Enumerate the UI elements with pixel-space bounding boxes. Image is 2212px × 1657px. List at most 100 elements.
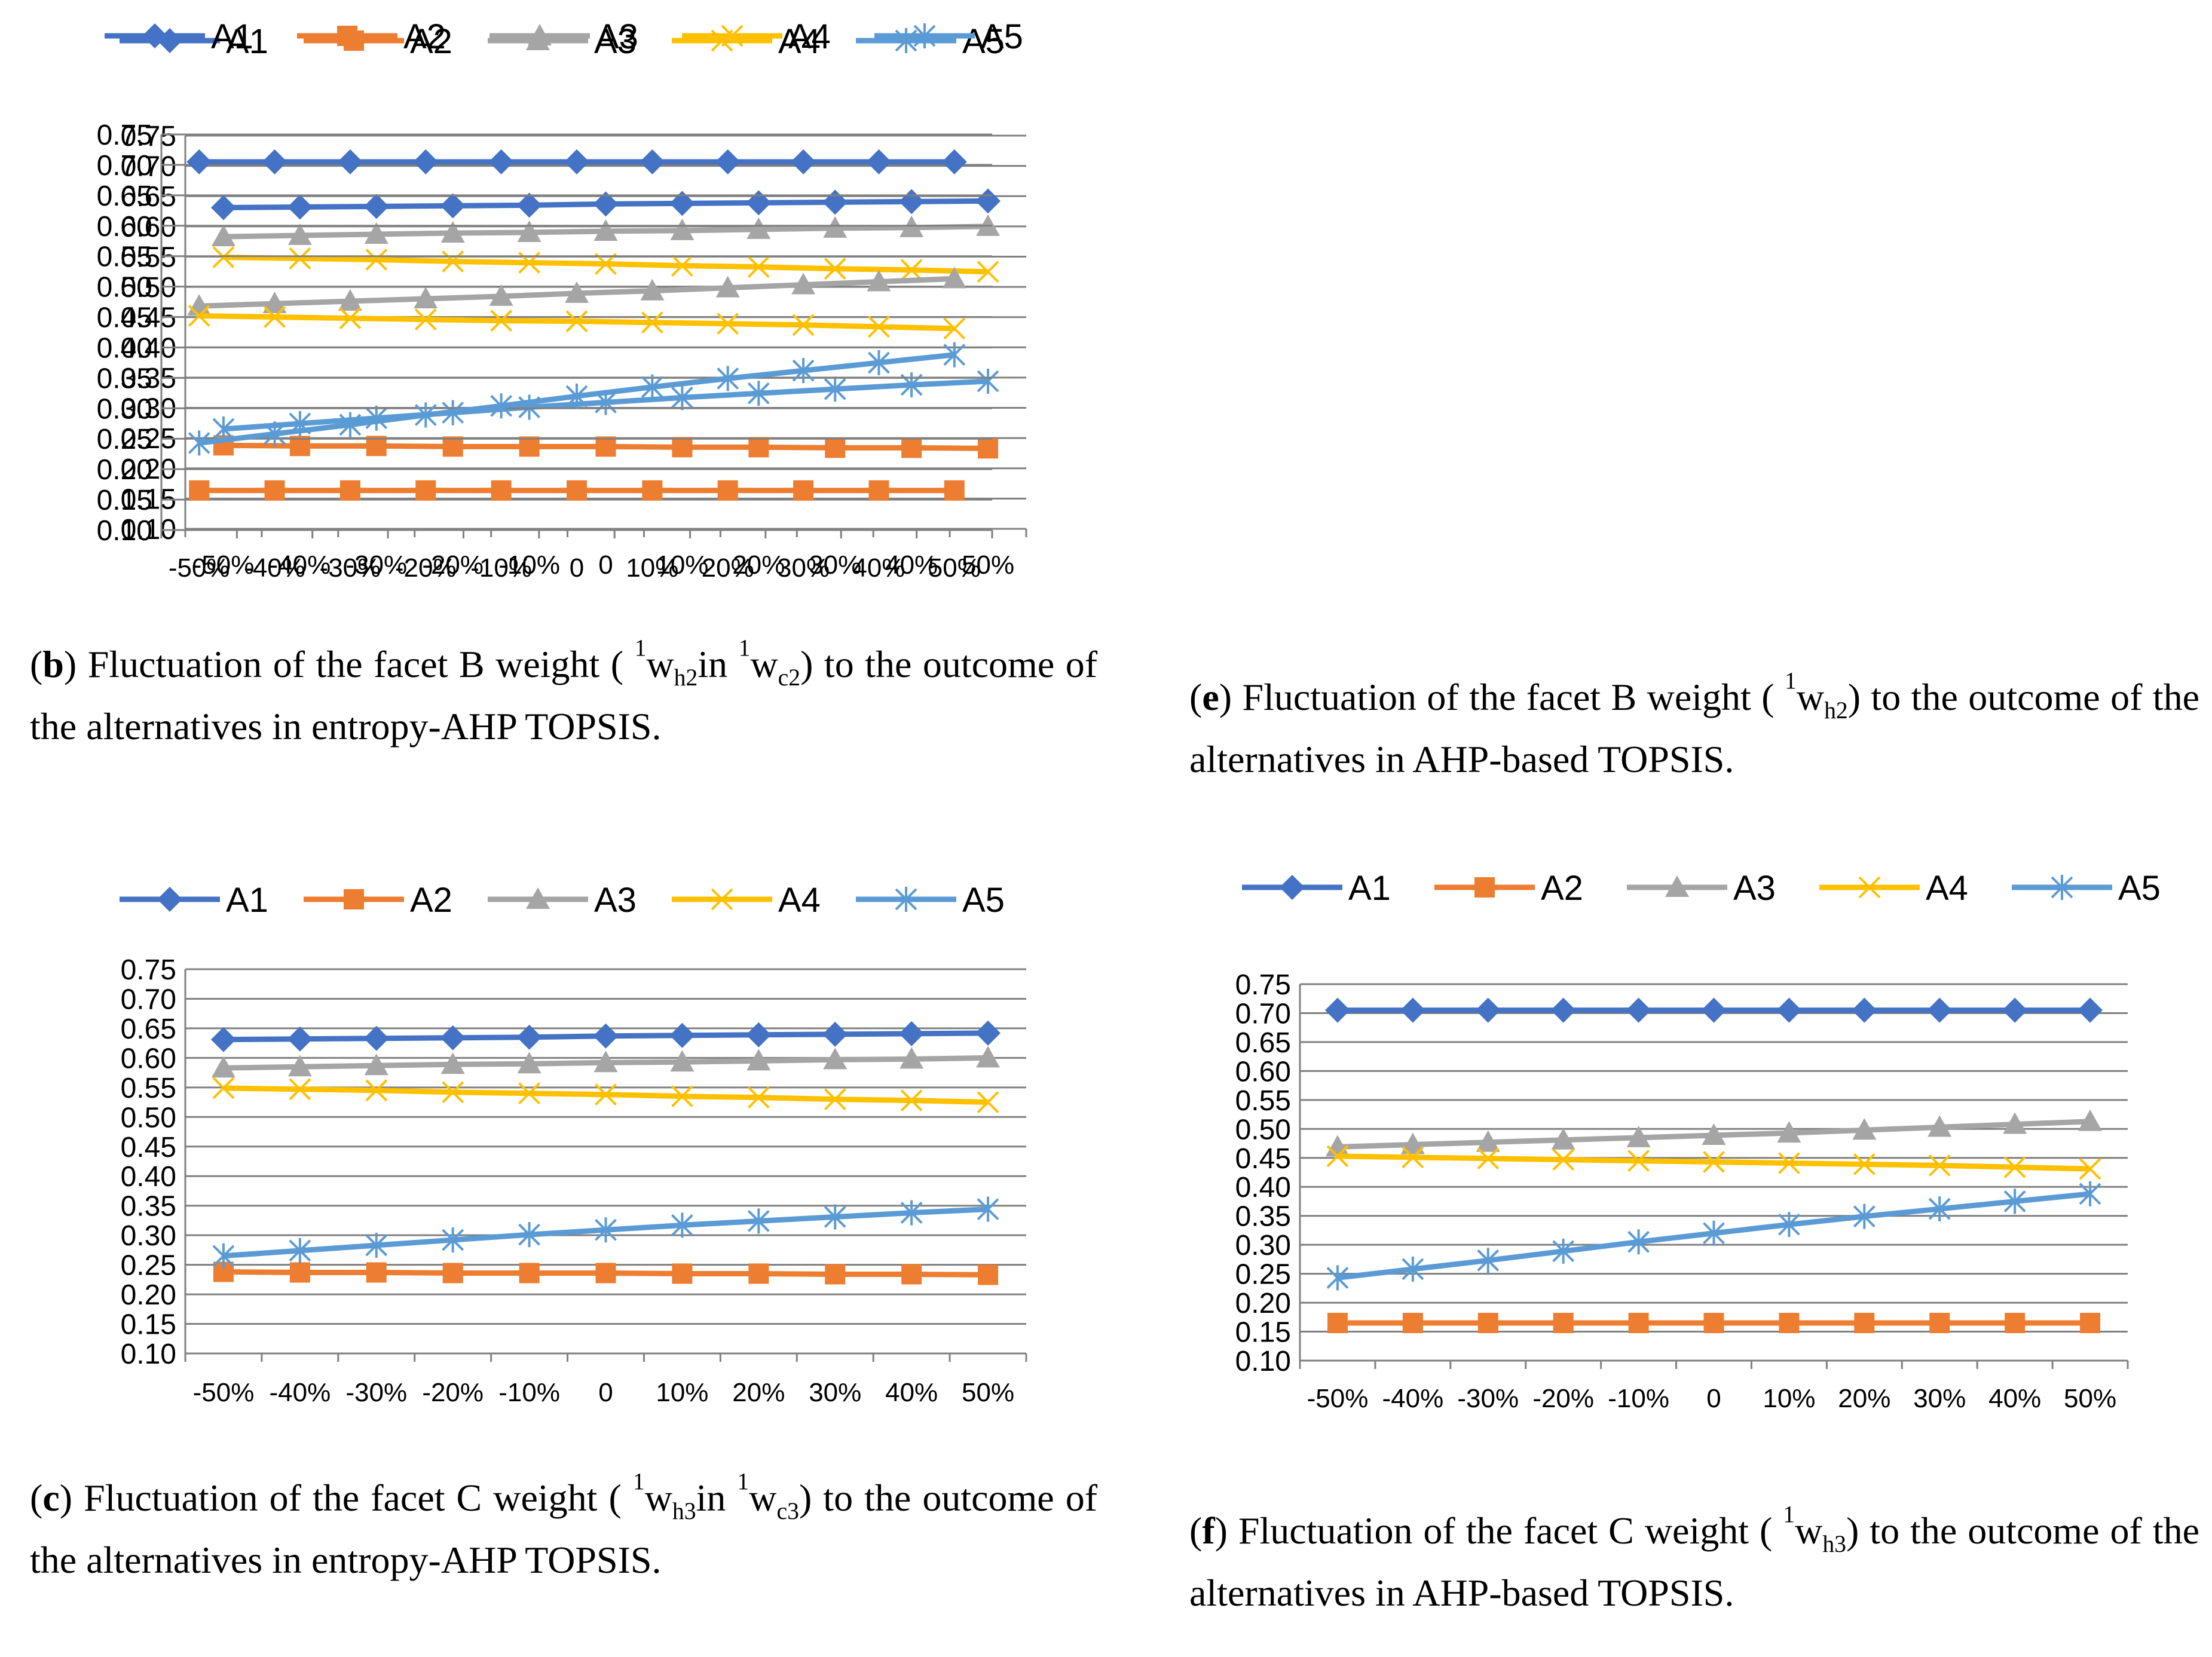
point-a5 bbox=[868, 350, 890, 375]
point-a3 bbox=[867, 269, 891, 292]
legend-marker-a2 bbox=[344, 889, 364, 909]
legend-label: A5 bbox=[962, 22, 1005, 61]
legend-item-a4: A4 bbox=[682, 17, 831, 56]
legend-item-a5: A5 bbox=[874, 17, 1023, 56]
point-a5 bbox=[1402, 1256, 1424, 1282]
point-a2 bbox=[978, 1264, 999, 1285]
point-a3 bbox=[517, 220, 541, 242]
x-tick-label: 10% bbox=[656, 1378, 708, 1407]
legend-label: A2 bbox=[403, 17, 446, 56]
point-a4 bbox=[792, 314, 815, 336]
point-a1 bbox=[1475, 997, 1501, 1023]
point-a5 bbox=[518, 1222, 541, 1248]
point-a3 bbox=[440, 220, 465, 243]
caption-e-w-1: w bbox=[1796, 676, 1825, 718]
point-a2 bbox=[264, 480, 285, 501]
x-tick-label: -50% bbox=[193, 550, 255, 580]
point-a3 bbox=[338, 289, 362, 311]
point-a5 bbox=[414, 402, 437, 428]
point-a5 bbox=[943, 342, 966, 367]
legend-item-a2: A2 bbox=[297, 17, 446, 56]
y-tick-label: 0.60 bbox=[121, 212, 176, 243]
point-a2 bbox=[595, 436, 616, 457]
point-a2 bbox=[595, 1263, 616, 1284]
point-a5 bbox=[747, 1208, 770, 1234]
point-a1 bbox=[746, 1022, 772, 1048]
point-a3 bbox=[1777, 1121, 1801, 1143]
caption-f-text-end: ) to the outcome of the alternatives in … bbox=[1189, 1509, 2200, 1614]
legend-item-a1: A1 bbox=[105, 17, 253, 56]
point-a3 bbox=[364, 1053, 388, 1076]
point-a1 bbox=[516, 1024, 542, 1050]
series-a4 bbox=[1326, 1145, 2101, 1180]
point-a2 bbox=[1402, 1313, 1423, 1333]
legend-label: A1 bbox=[1348, 869, 1391, 908]
legend-label: A4 bbox=[778, 881, 821, 920]
legend-marker-a3 bbox=[528, 24, 552, 45]
point-a4 bbox=[212, 246, 235, 268]
point-a5 bbox=[824, 376, 846, 402]
point-a3 bbox=[489, 284, 513, 306]
caption-c-text-start: Fluctuation of the facet C weight ( bbox=[84, 1477, 633, 1519]
caption-b-w-2: w bbox=[750, 643, 778, 685]
point-a5 bbox=[264, 421, 286, 447]
point-a2 bbox=[1628, 1313, 1649, 1333]
series-a4 bbox=[212, 246, 999, 283]
legend-label: A1 bbox=[211, 17, 253, 56]
y-tick-label: 0.75 bbox=[121, 121, 176, 152]
point-a4 bbox=[824, 1088, 846, 1111]
x-tick-label: 20% bbox=[732, 1378, 785, 1407]
x-tick-label: 40% bbox=[885, 1378, 938, 1407]
point-a4 bbox=[900, 259, 923, 281]
point-a4 bbox=[1402, 1146, 1424, 1169]
point-a1 bbox=[2002, 997, 2028, 1023]
y-tick-label: 0.55 bbox=[97, 241, 152, 273]
point-a3 bbox=[823, 216, 848, 238]
point-a5 bbox=[671, 385, 693, 411]
point-a5 bbox=[1326, 1265, 1349, 1291]
point-a4 bbox=[289, 1078, 311, 1101]
point-a5 bbox=[490, 393, 513, 419]
x-tick-label: 50% bbox=[962, 550, 1014, 580]
y-tick-label: 0.70 bbox=[97, 150, 152, 182]
caption-c-letter: c bbox=[42, 1477, 60, 1519]
point-a3 bbox=[211, 225, 235, 247]
point-a2 bbox=[1327, 1313, 1348, 1333]
point-a4 bbox=[671, 255, 693, 277]
point-a5 bbox=[1703, 1220, 1725, 1246]
x-tick-label: -20% bbox=[395, 553, 457, 583]
caption-f-sub-1: h3 bbox=[1822, 1530, 1846, 1557]
point-a5 bbox=[595, 1217, 617, 1243]
legend-marker-a5 bbox=[2051, 875, 2073, 900]
point-a4 bbox=[595, 253, 617, 275]
point-a5 bbox=[1853, 1203, 1876, 1229]
point-a4 bbox=[868, 316, 890, 338]
caption-e-text-end: ) to the outcome of the alternatives in … bbox=[1189, 676, 2200, 780]
point-a4 bbox=[289, 247, 311, 269]
point-a2 bbox=[825, 1264, 846, 1285]
caption-b-mid: in bbox=[697, 643, 739, 685]
point-a3 bbox=[1928, 1115, 1952, 1137]
legend: A1 A2 A3 A4 A5 bbox=[120, 22, 1005, 61]
point-a3 bbox=[2078, 1109, 2103, 1131]
y-tick-label: 0.10 bbox=[121, 1339, 176, 1370]
y-tick-label: 0.10 bbox=[1235, 1346, 1291, 1377]
legend-label: A3 bbox=[1733, 869, 1776, 908]
y-tick-label: 0.15 bbox=[121, 1309, 176, 1341]
series-a3 bbox=[211, 214, 1001, 247]
x-tick-label: -10% bbox=[470, 553, 532, 583]
y-tick-label: 0.20 bbox=[97, 454, 152, 486]
x-tick-label: -30% bbox=[1457, 1384, 1519, 1413]
series-a5 bbox=[1326, 1181, 2101, 1291]
point-a5 bbox=[188, 430, 210, 456]
point-a4 bbox=[365, 249, 388, 271]
legend-marker-a3 bbox=[526, 887, 550, 909]
y-tick-label: 0.25 bbox=[97, 424, 152, 455]
point-a1 bbox=[210, 1027, 236, 1052]
point-a4 bbox=[2003, 1156, 2026, 1178]
point-a3 bbox=[2003, 1112, 2027, 1134]
point-a4 bbox=[747, 256, 770, 278]
legend-item-a4: A4 bbox=[672, 881, 821, 920]
y-tick-label: 0.60 bbox=[97, 211, 152, 243]
point-a1 bbox=[287, 194, 313, 220]
